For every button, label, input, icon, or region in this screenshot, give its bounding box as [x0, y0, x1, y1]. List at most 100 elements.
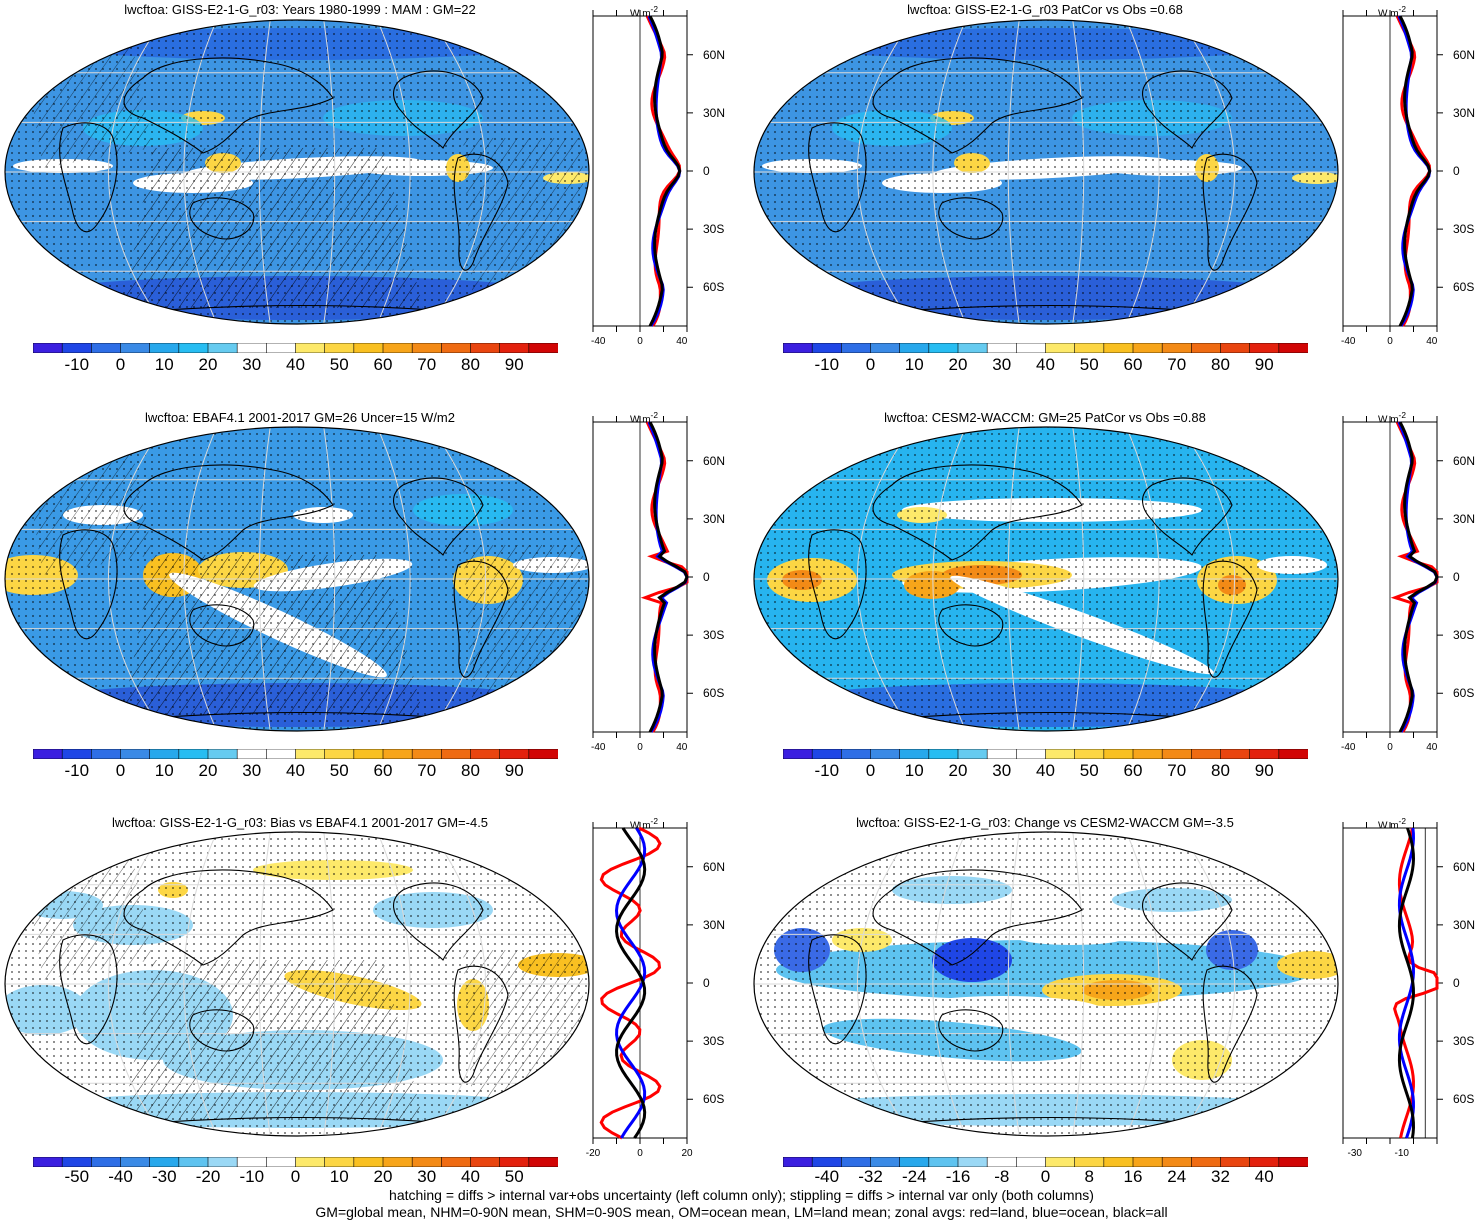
colorbar-tick-label: 24: [1167, 1167, 1187, 1186]
zonal-ytick-label: 60S: [703, 1092, 725, 1107]
zonal-xtick-label: 40: [1426, 336, 1438, 347]
zonal-plot-bottom-right: [1342, 822, 1443, 1144]
zonal-line-ocean: [1397, 421, 1439, 733]
colorbar-swatch: [470, 748, 501, 760]
zonal-plot-top-left: [592, 10, 693, 332]
colorbar-swatch: [782, 1156, 813, 1168]
coastline: [189, 604, 255, 647]
colorbar-tick-label: 20: [198, 761, 218, 780]
colorbar-swatch: [928, 748, 959, 760]
zonal-units-top-left: W m-2: [630, 4, 658, 20]
zonal-line-all: [1398, 421, 1439, 733]
colorbar-swatch: [1191, 748, 1222, 760]
colorbar-swatch: [149, 748, 180, 760]
coastline: [189, 1009, 255, 1052]
zonal-xtick-label: 40: [676, 742, 688, 753]
zonal-ytick-label: 60S: [1453, 1092, 1475, 1107]
coastline: [123, 57, 334, 154]
zonal-ytick-label: 0: [1453, 976, 1460, 990]
colorbar-tick-label: 50: [329, 355, 349, 374]
colorbar-tick-label: 90: [1254, 355, 1274, 374]
colorbar-tick-label: 90: [1254, 761, 1274, 780]
colorbar-swatch: [1249, 1156, 1280, 1168]
colorbar-tick-label: 16: [1123, 1167, 1143, 1186]
coastline: [453, 153, 509, 271]
zonal-ytick-label: 30N: [1453, 105, 1476, 120]
colorbar-swatch: [1161, 748, 1193, 760]
colorbar-swatch: [295, 342, 326, 354]
colorbar-swatch: [928, 1156, 959, 1168]
colorbar-swatch: [1161, 342, 1193, 354]
zonal-xtick-label: -30: [1347, 1148, 1362, 1159]
colorbar-tick-label: 80: [461, 355, 480, 374]
colorbar-tick-label: 90: [504, 355, 524, 374]
map-top-right: [753, 19, 1339, 325]
zonal-xtick-label: -20: [585, 1148, 601, 1159]
colorbar-swatch: [1045, 748, 1076, 760]
colorbar-swatch: [811, 1156, 843, 1168]
zonal-xtick-label: 0: [1387, 336, 1393, 347]
colorbar-swatch: [470, 1156, 501, 1168]
colorbar-tick-label: 0: [865, 355, 876, 374]
coastline: [1202, 153, 1258, 271]
colorbar-swatch: [32, 748, 63, 760]
colorbar-tick-label: 10: [329, 1167, 349, 1186]
colorbar-tick-label: -32: [858, 1167, 883, 1186]
zonal-ytick-label: 60N: [703, 453, 726, 468]
zonal-line-all: [615, 827, 647, 1139]
coastline: [393, 882, 484, 961]
coastline: [393, 70, 484, 149]
colorbar-tick-label: 20: [948, 355, 968, 374]
colorbar-tick-label: 70: [1167, 761, 1187, 780]
coastline: [1202, 560, 1258, 678]
colorbar-tick-label: 50: [504, 1167, 524, 1186]
colorbar-tick-label: 20: [373, 1167, 393, 1186]
coastline: [1142, 477, 1233, 556]
colorbar-swatch: [841, 342, 872, 354]
colorbar-swatch: [207, 342, 238, 354]
colorbar-tick-label: 0: [865, 761, 876, 780]
colorbar-tick-label: -8: [994, 1167, 1010, 1186]
colorbar-swatch: [353, 1156, 384, 1168]
panel-title-top-right: lwcftoa: GISS-E2-1-G_r03 PatCor vs Obs =…: [907, 2, 1183, 17]
zonal-line-all: [1398, 15, 1432, 327]
coastline: [1142, 70, 1233, 149]
colorbar-swatch: [382, 342, 413, 354]
colorbar-swatch: [353, 342, 384, 354]
zonal-plot-top-right: [1342, 10, 1443, 332]
colorbar-swatch: [499, 1156, 530, 1168]
coastline: [938, 604, 1004, 647]
colorbar-swatch: [32, 342, 63, 354]
zonal-ytick-label: 30S: [1453, 628, 1475, 643]
colorbar-tick-label: -40: [108, 1167, 133, 1186]
map-mid-right: [753, 426, 1339, 732]
colorbar-swatch: [411, 748, 443, 760]
colorbar-swatch: [499, 342, 530, 354]
map-mid-left: [4, 426, 590, 732]
zonal-line-land: [640, 421, 689, 733]
zonal-xtick-label: -40: [590, 742, 606, 753]
colorbar-swatch: [782, 748, 813, 760]
zonal-ytick-label: 30N: [703, 105, 726, 120]
colorbar-tick-label: 40: [1036, 355, 1055, 374]
colorbar-swatch: [957, 1156, 988, 1168]
colorbar-swatch: [1220, 748, 1251, 760]
colorbar-swatch: [61, 342, 93, 354]
zonal-line-all: [1397, 827, 1415, 1139]
colorbar-swatch: [811, 748, 843, 760]
colorbar-tick-label: 20: [948, 761, 968, 780]
zonal-ytick-label: 30S: [703, 628, 725, 643]
coastline: [872, 57, 1083, 154]
colorbar-swatch: [236, 1156, 268, 1168]
colorbar-tick-label: -10: [239, 1167, 265, 1186]
colorbar-swatch: [986, 342, 1018, 354]
colorbar-swatch: [382, 1156, 413, 1168]
zonal-ytick-label: 0: [703, 164, 710, 178]
colorbar-swatch: [1074, 748, 1105, 760]
colorbar-tick-label: 80: [461, 761, 480, 780]
colorbar-swatch: [499, 748, 530, 760]
colorbar-tick-label: 70: [417, 761, 437, 780]
colorbar-swatch: [1103, 748, 1134, 760]
colorbar-swatch: [441, 1156, 472, 1168]
colorbar-swatch: [324, 1156, 355, 1168]
